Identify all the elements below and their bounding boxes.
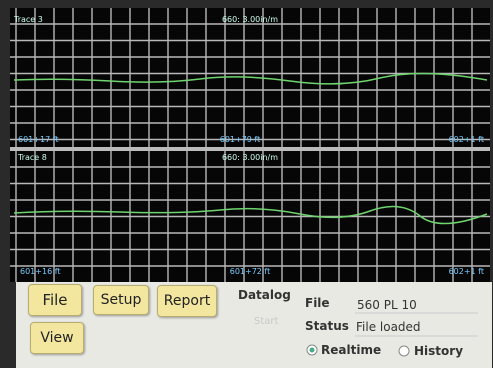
button[interactable]: File	[28, 284, 82, 316]
trace-title: Trace 8	[17, 153, 47, 162]
position-label: 601+17 ft	[18, 135, 59, 144]
trace-scale: 660: 3.00in/m	[222, 153, 278, 162]
button[interactable]: View	[30, 322, 84, 354]
radio[interactable]	[399, 346, 409, 356]
start-button[interactable]: Start	[254, 316, 278, 327]
position-label: 601+72 ft	[230, 267, 271, 276]
status-value: File loaded	[356, 320, 421, 334]
position-label: 602+1 ft	[449, 135, 484, 144]
position-label: 601+16 ft	[20, 267, 61, 276]
screen: Trace 3 660: 3.00in/m 601+17 ft 601+79 f…	[0, 0, 493, 368]
file-label: File	[305, 296, 330, 310]
button[interactable]: Setup	[93, 285, 149, 315]
status-label: Status	[305, 319, 349, 333]
trace-scale: 660: 3.00in/m	[222, 15, 278, 24]
radio-label[interactable]: Realtime	[321, 343, 381, 357]
position-label: 602+1 ft	[449, 267, 484, 276]
file-value: 560 PL 10	[357, 298, 417, 312]
datalog-label: Datalog	[238, 288, 291, 302]
panel-divider	[10, 147, 490, 151]
radio-dot	[310, 348, 315, 353]
trace-title: Trace 3	[13, 15, 43, 24]
plot-area	[10, 8, 490, 282]
position-label: 601+79 ft	[220, 135, 261, 144]
radio-label[interactable]: History	[414, 344, 463, 358]
button[interactable]: Report	[157, 285, 217, 317]
